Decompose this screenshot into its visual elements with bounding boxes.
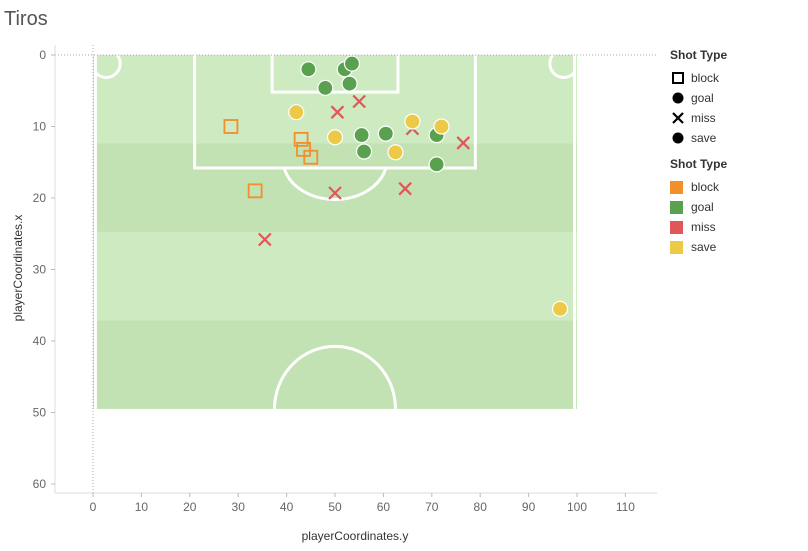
y-tick-label: 30 [33,263,47,277]
color-legend-item-goal[interactable]: goal [670,197,727,217]
shape-legend-item-save[interactable]: save [670,128,727,148]
x-axis-title: playerCoordinates.y [302,529,409,543]
shape-legend-title: Shot Type [670,48,728,62]
x-tick-label: 60 [377,500,391,514]
block-point [303,149,319,165]
pitch-stripe [93,55,577,144]
goal-point [428,156,445,173]
goal-point [377,125,394,142]
x-tick-label: 110 [616,500,635,514]
shape-legend-item-goal[interactable]: goal [670,88,727,108]
y-tick-label: 0 [39,48,46,62]
block-point [293,131,309,147]
goal-point [355,143,373,160]
color-legend-label: save [691,240,717,254]
shape-legend-label: miss [691,111,716,125]
shape-legend-item-block[interactable]: block [670,68,727,88]
axes: 0 10 20 30 40 50 60 70 80 90 100 110 0 10 20 30 40 50 60 pl… [11,45,657,543]
goal-point [317,79,334,96]
y-tick-label: 40 [33,334,47,348]
color-swatch [670,200,683,214]
data-marks [223,55,569,317]
x-tick-label: 50 [328,500,342,514]
miss-point [330,105,345,119]
shape-legend-label: save [691,131,717,145]
shape-legend: Shot Type block goal miss save [670,48,727,148]
save-point [387,144,404,161]
goal-point [353,126,370,144]
color-swatch [670,240,683,254]
y-axis-title: playerCoordinates.x [11,215,25,322]
circle-icon [672,92,684,104]
color-swatch [670,220,683,234]
x-tick-label: 0 [90,500,97,514]
y-tick-label: 50 [33,406,47,420]
x-tick-label: 10 [135,500,149,514]
save-point [404,113,421,130]
color-legend-label: goal [691,200,714,214]
miss-point [258,232,272,247]
color-legend-item-block[interactable]: block [670,177,727,197]
miss-point [456,136,471,150]
cross-icon [672,112,684,124]
color-legend-item-miss[interactable]: miss [670,217,727,237]
pitch-stripe [93,231,577,321]
y-tick-label: 60 [33,477,47,491]
penalty-box [193,55,477,170]
center-circle [273,344,397,409]
block-point [223,119,239,134]
miss-point [328,186,342,200]
square-outline-icon [672,72,684,84]
pitch-background [93,54,577,409]
color-legend: Shot Type block goal miss save [670,157,727,257]
shape-legend-label: goal [691,91,714,105]
shape-legend-item-miss[interactable]: miss [670,108,727,128]
x-tick-label: 30 [232,500,246,514]
miss-point [398,181,412,196]
goal-point [341,75,358,92]
chart-title: Tiros [4,8,48,30]
color-legend-item-save[interactable]: save [670,237,727,257]
goal-point [300,61,317,78]
circle-icon [672,132,684,144]
x-tick-label: 80 [474,500,488,514]
penalty-arc [282,167,388,201]
corner-arc [548,54,576,79]
save-point [551,300,569,317]
corner-arc [94,54,122,79]
block-point [247,183,263,199]
six-yard-box [270,55,400,94]
pitch-stripe [93,320,577,409]
color-legend-label: block [691,180,720,194]
y-tick-label: 20 [33,191,47,205]
x-tick-label: 100 [567,500,587,514]
x-tick-label: 40 [280,500,294,514]
pitch-stripe [93,143,577,232]
color-legend-label: miss [691,220,716,234]
y-tick-label: 10 [33,120,47,134]
goal-point [343,55,361,72]
shape-legend-label: block [691,71,720,85]
color-swatch [670,180,683,194]
save-point [433,118,450,135]
x-tick-label: 70 [425,500,439,514]
miss-point [352,94,366,109]
save-point [288,104,305,121]
color-legend-title: Shot Type [670,157,728,171]
x-tick-label: 90 [522,500,536,514]
x-tick-label: 20 [183,500,197,514]
save-point [326,129,344,146]
